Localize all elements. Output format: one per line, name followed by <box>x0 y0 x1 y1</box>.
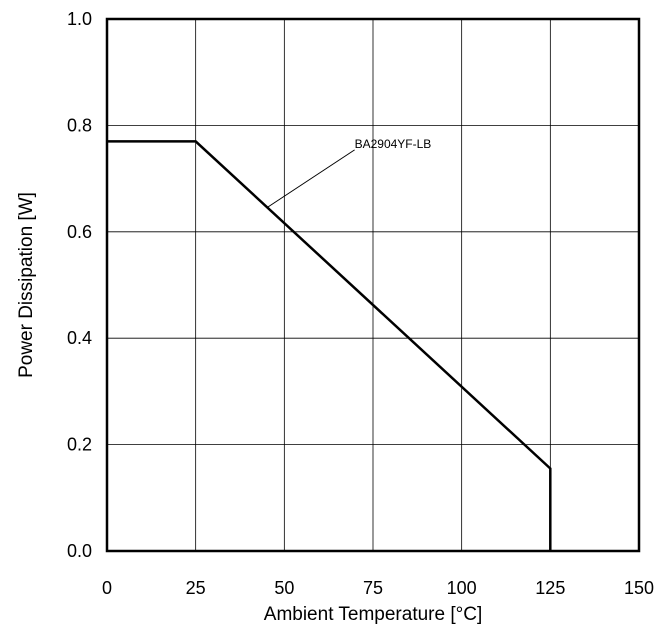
x-tick-labels: 0 25 50 75 100 125 150 <box>102 578 654 598</box>
x-tick-label: 125 <box>535 578 565 598</box>
y-tick-label: 0.2 <box>67 435 92 455</box>
x-tick-label: 25 <box>186 578 206 598</box>
grid <box>107 19 639 551</box>
y-tick-label: 1.0 <box>67 9 92 29</box>
annotation-label: BA2904YF-LB <box>355 137 432 151</box>
y-tick-label: 0.4 <box>67 328 92 348</box>
y-tick-label: 0.8 <box>67 115 92 135</box>
x-tick-label: 50 <box>274 578 294 598</box>
x-tick-label: 150 <box>624 578 654 598</box>
x-tick-label: 75 <box>363 578 383 598</box>
series-layer <box>107 140 552 551</box>
annotation-layer: BA2904YF-LB <box>266 137 432 209</box>
y-tick-label: 0.6 <box>67 222 92 242</box>
x-tick-label: 100 <box>447 578 477 598</box>
y-axis-title: Power Dissipation [W] <box>16 192 37 378</box>
series-line <box>107 140 552 551</box>
x-axis-title: Ambient Temperature [°C] <box>264 604 482 625</box>
plot-frame <box>105 17 641 553</box>
x-tick-label: 0 <box>102 578 112 598</box>
y-tick-label: 0.0 <box>67 541 92 561</box>
y-tick-labels: 0.0 0.2 0.4 0.6 0.8 1.0 <box>67 9 92 561</box>
annotation-leader <box>266 149 355 209</box>
